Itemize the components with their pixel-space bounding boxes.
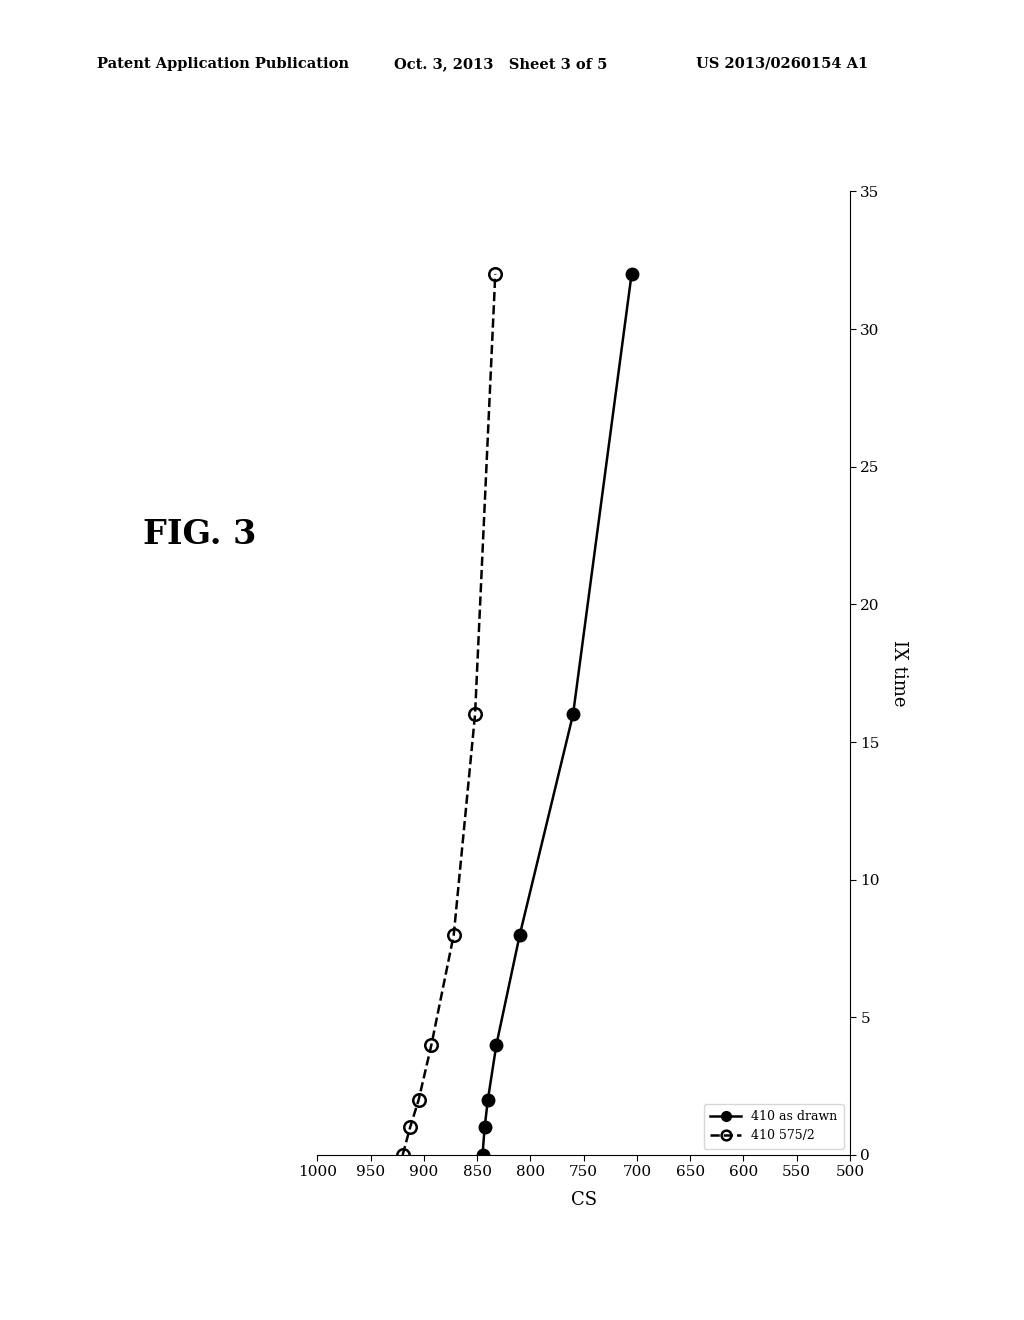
Y-axis label: IX time: IX time: [890, 640, 907, 706]
Text: US 2013/0260154 A1: US 2013/0260154 A1: [696, 57, 868, 71]
Legend: 410 as drawn, 410 575/2: 410 as drawn, 410 575/2: [703, 1104, 844, 1148]
Text: Oct. 3, 2013   Sheet 3 of 5: Oct. 3, 2013 Sheet 3 of 5: [394, 57, 607, 71]
Text: FIG. 3: FIG. 3: [143, 519, 257, 552]
X-axis label: CS: CS: [570, 1191, 597, 1209]
Text: Patent Application Publication: Patent Application Publication: [97, 57, 349, 71]
